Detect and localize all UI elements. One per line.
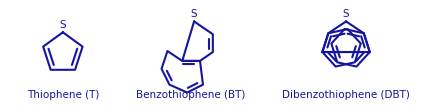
Text: S: S	[342, 9, 348, 19]
Text: S: S	[190, 9, 197, 19]
Text: S: S	[59, 20, 66, 30]
Text: Benzothiophene (BT): Benzothiophene (BT)	[136, 90, 245, 100]
Text: Thiophene (T): Thiophene (T)	[26, 90, 99, 100]
Text: Dibenzothiophene (DBT): Dibenzothiophene (DBT)	[282, 90, 409, 100]
